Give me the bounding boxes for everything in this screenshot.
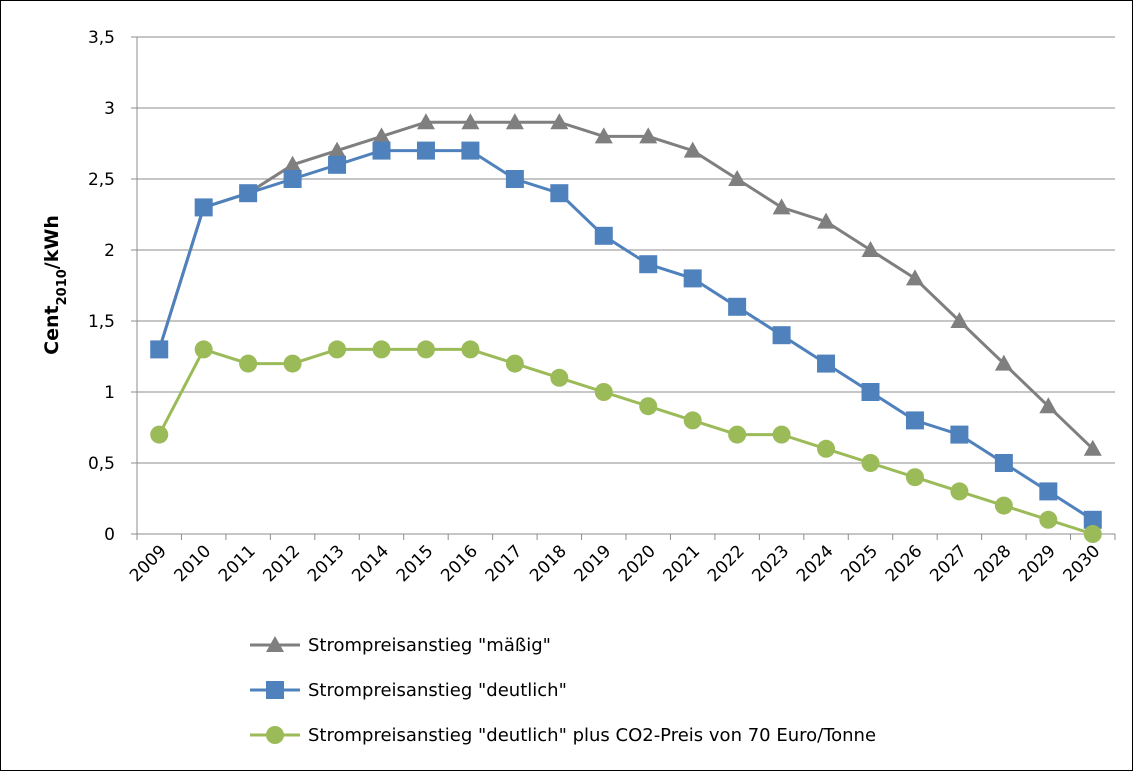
data-point: [372, 340, 391, 359]
data-point: [905, 411, 924, 430]
data-point: [505, 113, 524, 130]
data-point: [416, 113, 435, 130]
data-point: [994, 496, 1013, 515]
data-point: [1083, 439, 1102, 456]
legend-marker: [266, 636, 284, 652]
data-point: [594, 226, 613, 245]
data-point: [728, 425, 747, 444]
data-point: [639, 397, 658, 416]
y-tick-label: 2,5: [88, 170, 115, 190]
y-label-unit: /kWh: [41, 215, 63, 269]
data-point: [550, 184, 569, 203]
legend-label: Strompreisanstieg "deutlich": [308, 680, 567, 701]
data-point: [239, 354, 258, 373]
data-point: [416, 141, 435, 160]
data-point: [683, 411, 702, 430]
legend-marker: [266, 726, 284, 744]
data-point: [817, 439, 836, 458]
data-point: [194, 198, 213, 217]
data-point: [328, 155, 347, 174]
data-point: [905, 468, 924, 487]
data-point: [950, 482, 969, 501]
data-point: [1039, 482, 1058, 501]
data-point: [1083, 510, 1102, 529]
data-point: [372, 141, 391, 160]
data-point: [150, 340, 169, 359]
data-point: [550, 368, 569, 387]
legend-label: Strompreisanstieg "deutlich" plus CO2-Pr…: [308, 725, 876, 746]
y-tick-label: 2: [104, 241, 115, 261]
data-point: [950, 312, 969, 328]
data-point: [905, 269, 924, 286]
data-point: [1039, 397, 1058, 414]
y-tick-label: 3,5: [88, 28, 115, 48]
data-point: [283, 354, 302, 373]
data-point: [505, 354, 524, 373]
data-point: [772, 326, 791, 345]
y-tick-label: 1: [104, 383, 115, 403]
data-point: [194, 340, 213, 359]
data-point: [861, 241, 880, 257]
data-point: [150, 425, 169, 444]
data-point: [461, 113, 480, 130]
data-point: [1083, 525, 1102, 543]
data-point: [283, 170, 302, 188]
data-point: [416, 340, 435, 359]
data-point: [683, 141, 702, 158]
y-tick-label: 1,5: [88, 312, 115, 332]
data-point: [683, 269, 702, 288]
data-point: [639, 255, 658, 274]
data-point: [550, 113, 569, 130]
data-point: [994, 454, 1013, 472]
data-point: [328, 141, 347, 158]
data-point: [461, 141, 480, 160]
series-line: [157, 120, 1094, 450]
legend-label: Strompreisanstieg "mäßig": [308, 635, 551, 656]
data-point: [861, 383, 880, 401]
data-point: [817, 354, 836, 373]
data-point: [372, 127, 391, 144]
data-point: [239, 184, 258, 203]
data-point: [328, 340, 347, 359]
data-point: [994, 354, 1013, 371]
data-point: [461, 340, 480, 359]
series-line: [157, 149, 1094, 522]
data-point: [1039, 510, 1058, 529]
data-point: [772, 198, 791, 215]
data-point: [594, 383, 613, 401]
data-point: [861, 454, 880, 472]
data-point: [728, 170, 747, 186]
data-point: [950, 425, 969, 444]
y-label-sub: 2010: [55, 269, 70, 305]
y-tick-label: 0: [104, 525, 115, 545]
y-axis-label: Cent2010/kWh: [41, 215, 70, 355]
data-point: [594, 127, 613, 144]
data-point: [283, 155, 302, 172]
series-line: [157, 347, 1094, 536]
data-point: [639, 127, 658, 144]
y-label-main: Cent: [41, 305, 63, 354]
data-point: [772, 425, 791, 444]
data-point: [817, 212, 836, 229]
y-tick-label: 3: [104, 99, 115, 119]
data-point: [505, 170, 524, 188]
data-point: [728, 297, 747, 316]
y-tick-label: 0,5: [88, 454, 115, 474]
legend-marker: [266, 681, 284, 699]
